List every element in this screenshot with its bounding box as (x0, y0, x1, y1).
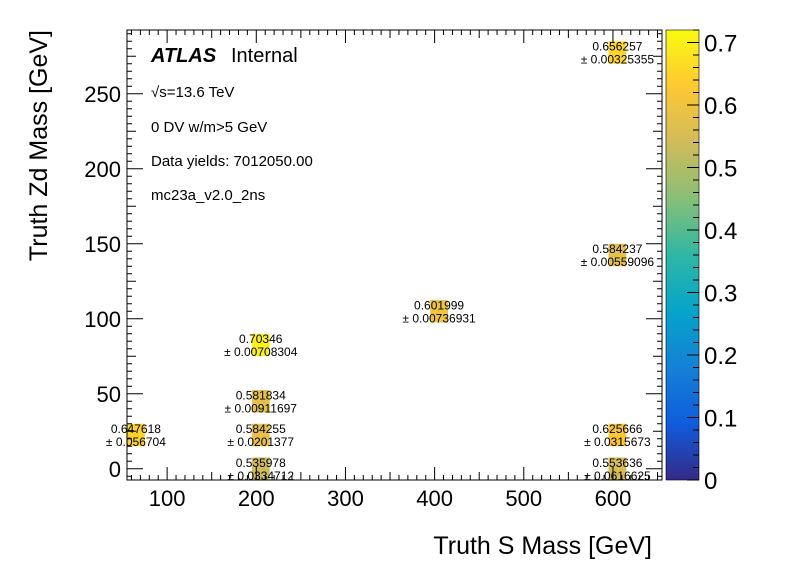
x-tick-label: 500 (505, 486, 542, 511)
y-tick-label: 100 (84, 307, 121, 332)
cell-error-label: ± 0.00708304 (224, 345, 298, 359)
cell-value-label: 0.581834 (236, 388, 286, 402)
cell-error-label: ± 0.0616625 (584, 469, 651, 483)
cell-error-label: ± 0.0201377 (227, 435, 294, 449)
color-bar-ticks: 0 0.1 0.2 0.3 0.4 0.5 0.6 0.7 (687, 29, 737, 495)
energy-label: √s=13.6 TeV (151, 84, 234, 101)
x-tick-label: 400 (416, 486, 453, 511)
y-tick-label: 200 (84, 157, 121, 182)
x-tick-label: 200 (238, 486, 275, 511)
color-bar-tick-label: 0.2 (704, 343, 737, 370)
heatmap-cell (251, 423, 270, 447)
y-tick-label: 0 (109, 457, 121, 482)
color-bar-tick-label: 0.7 (704, 31, 737, 58)
cell-value-label: 0.553636 (592, 456, 642, 470)
cell-error-label: ± 0.0334712 (227, 469, 294, 483)
cell-layer (127, 41, 627, 480)
x-tick-label: 100 (149, 486, 186, 511)
cell-value-label: 0.656257 (592, 40, 642, 54)
cell-error-label: ± 0.056704 (106, 435, 166, 449)
atlas-label: ATLAS (150, 45, 217, 67)
heatmap-cell (608, 41, 627, 64)
sample-label: mc23a_v2.0_2ns (151, 187, 265, 204)
x-axis-ticks: 100 200 300 400 500 600 (130, 30, 659, 511)
yields-label: Data yields: 7012050.00 (151, 153, 313, 170)
atlas-status: Internal (231, 45, 298, 67)
cell-value-label: 0.584237 (592, 242, 642, 256)
heatmap-cell (127, 423, 145, 447)
cell-error-label: ± 0.0315673 (584, 435, 651, 449)
cell-error-label: ± 0.00559096 (581, 255, 655, 269)
cell-value-label: 0.601999 (414, 298, 464, 312)
cell-error-label: ± 0.00736931 (402, 311, 476, 325)
y-axis-title: Truth Zd Mass [GeV] (25, 30, 53, 261)
x-tick-label: 300 (327, 486, 364, 511)
y-tick-label: 250 (84, 82, 121, 107)
plot-frame (126, 29, 663, 481)
y-axis-ticks: 0 50 100 150 200 250 (84, 33, 662, 482)
cell-value-label: 0.647618 (111, 422, 161, 436)
heatmap-cell (430, 300, 448, 323)
color-bar-tick-label: 0.5 (704, 156, 737, 183)
cell-value-label: 0.70346 (239, 332, 283, 346)
cell-value-label: 0.625666 (592, 422, 642, 436)
x-axis-title: Truth S Mass [GeV] (433, 532, 652, 560)
y-tick-label: 150 (84, 232, 121, 257)
color-bar-tick-label: 0.4 (704, 218, 737, 245)
color-bar-tick-label: 0.6 (704, 93, 737, 120)
selection-label: 0 DV w/m>5 GeV (151, 119, 267, 136)
color-bar-tick-label: 0 (704, 468, 717, 495)
color-bar-tick-label: 0.3 (704, 281, 737, 308)
x-tick-label: 600 (595, 486, 632, 511)
cell-error-label: ± 0.00911697 (225, 401, 298, 415)
cell-value-label: 0.535978 (236, 456, 286, 470)
y-tick-label: 50 (97, 382, 121, 407)
cell-error-label: ± 0.00325355 (581, 53, 655, 67)
heatmap-cell (608, 243, 627, 267)
cell-value-label: 0.584255 (236, 422, 286, 436)
cell-label-layer: 0.647618± 0.056704 0.535978± 0.0334712 0.5… (106, 40, 654, 483)
heatmap-cell (251, 333, 270, 357)
color-bar-tick-label: 0.1 (704, 406, 737, 433)
heatmap-cell (251, 390, 270, 413)
heatmap-cell (608, 423, 627, 447)
